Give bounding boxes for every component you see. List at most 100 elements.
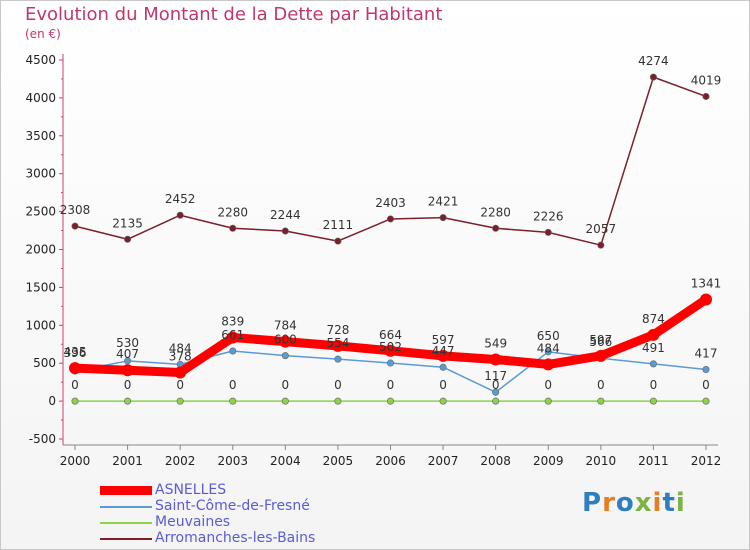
data-label: 435 — [64, 345, 87, 359]
y-tick-label: 1500 — [25, 280, 56, 294]
data-point — [69, 362, 81, 375]
y-tick-label: -500 — [29, 432, 56, 446]
data-label: 2111 — [323, 218, 354, 232]
data-label: 600 — [274, 333, 297, 347]
chart-title: Evolution du Montant de la Dette par Hab… — [25, 4, 443, 25]
legend-item-meuvaines: Meuvaines — [100, 514, 500, 531]
y-tick-label: 2500 — [25, 205, 56, 219]
data-label: 484 — [169, 341, 192, 355]
data-point — [71, 397, 79, 405]
legend-label: Saint-Côme-de-Fresné — [155, 498, 310, 514]
data-label: 530 — [116, 336, 139, 350]
data-label: 2403 — [375, 196, 406, 210]
y-tick-label: 4500 — [25, 53, 56, 67]
data-label: 566 — [589, 335, 612, 349]
legend-label: Arromanches-les-Bains — [155, 530, 316, 546]
data-label: 2057 — [586, 222, 617, 236]
data-point — [437, 349, 450, 362]
chart-unit: (en €) — [25, 27, 61, 41]
x-tick-label: 2002 — [165, 454, 196, 468]
data-point — [594, 349, 607, 362]
data-label: 491 — [642, 341, 665, 355]
data-point — [384, 344, 397, 357]
y-tick-label: 0 — [48, 394, 56, 408]
data-point — [386, 359, 394, 367]
data-label: 0 — [492, 378, 500, 392]
data-label: 0 — [597, 378, 605, 392]
data-point — [331, 339, 344, 352]
x-tick-label: 2003 — [217, 454, 248, 468]
data-point — [124, 357, 132, 365]
data-point — [71, 222, 79, 230]
legend-label: ASNELLES — [155, 482, 227, 498]
y-tick-label: 3000 — [25, 167, 56, 181]
data-label: 407 — [116, 347, 139, 361]
x-tick-label: 2005 — [323, 454, 354, 468]
data-point — [121, 364, 134, 377]
data-point — [174, 366, 187, 379]
data-point — [649, 360, 657, 368]
data-label: 4019 — [691, 73, 722, 87]
data-point — [544, 228, 552, 236]
x-tick-label: 2008 — [480, 454, 511, 468]
legend-item-asnelles: ASNELLES — [100, 482, 500, 499]
data-label: 549 — [484, 336, 507, 350]
data-point — [492, 388, 500, 396]
x-tick-label: 2004 — [270, 454, 301, 468]
data-label: 597 — [589, 333, 612, 347]
data-label: 0 — [71, 378, 79, 392]
data-point — [229, 397, 237, 405]
y-tick-label: 4000 — [25, 91, 56, 105]
data-label: 784 — [274, 319, 297, 333]
data-point — [597, 241, 605, 249]
data-label: 2244 — [270, 208, 301, 222]
data-label: 0 — [650, 378, 658, 392]
data-point — [597, 397, 605, 405]
data-point — [334, 397, 342, 405]
data-point — [649, 73, 657, 81]
data-point — [176, 211, 184, 219]
data-label: 0 — [439, 378, 447, 392]
y-tick-label: 2000 — [25, 243, 56, 257]
data-label: 0 — [124, 378, 132, 392]
data-label: 2280 — [217, 205, 248, 219]
data-point — [649, 397, 657, 405]
data-point — [334, 355, 342, 363]
data-label: 378 — [169, 349, 192, 363]
data-labels: 2308 2135 2452 2280 2244 2111 2403 2421 2280 2226… — [60, 54, 722, 392]
data-label: 664 — [379, 328, 402, 342]
data-label: 484 — [537, 341, 560, 355]
data-label: 2280 — [480, 205, 511, 219]
data-point — [281, 227, 289, 235]
data-point — [544, 397, 552, 405]
x-tick-label: 2000 — [60, 454, 91, 468]
data-point — [124, 235, 132, 243]
data-label: 874 — [642, 312, 665, 326]
legend-label: Meuvaines — [155, 514, 231, 530]
legend-swatch — [100, 486, 152, 495]
data-label: 447 — [432, 344, 455, 358]
data-label: 650 — [537, 329, 560, 343]
data-point — [544, 348, 552, 356]
legend-swatch — [100, 506, 152, 508]
data-label: 0 — [176, 378, 184, 392]
data-label: 0 — [282, 378, 290, 392]
y-tick-label: 1000 — [25, 318, 56, 332]
data-point — [229, 224, 237, 232]
data-point — [124, 397, 132, 405]
data-point — [386, 215, 394, 223]
data-label: 839 — [221, 315, 244, 329]
data-label: 502 — [379, 340, 402, 354]
legend-item-arromanches: Arromanches-les-Bains — [100, 530, 500, 547]
series-layer — [69, 73, 712, 405]
legend: ASNELLES Saint-Côme-de-Fresné Meuvaines … — [100, 482, 500, 547]
data-label: 2226 — [533, 209, 564, 223]
data-label: 2135 — [112, 216, 143, 230]
data-point — [281, 397, 289, 405]
data-label: 0 — [702, 378, 710, 392]
data-label: 117 — [484, 369, 507, 383]
data-point — [334, 237, 342, 245]
axes: -500 0 500 1000 1500 2000 2500 3000 3500 4000 4500… — [25, 53, 721, 468]
data-label: 597 — [432, 333, 455, 347]
